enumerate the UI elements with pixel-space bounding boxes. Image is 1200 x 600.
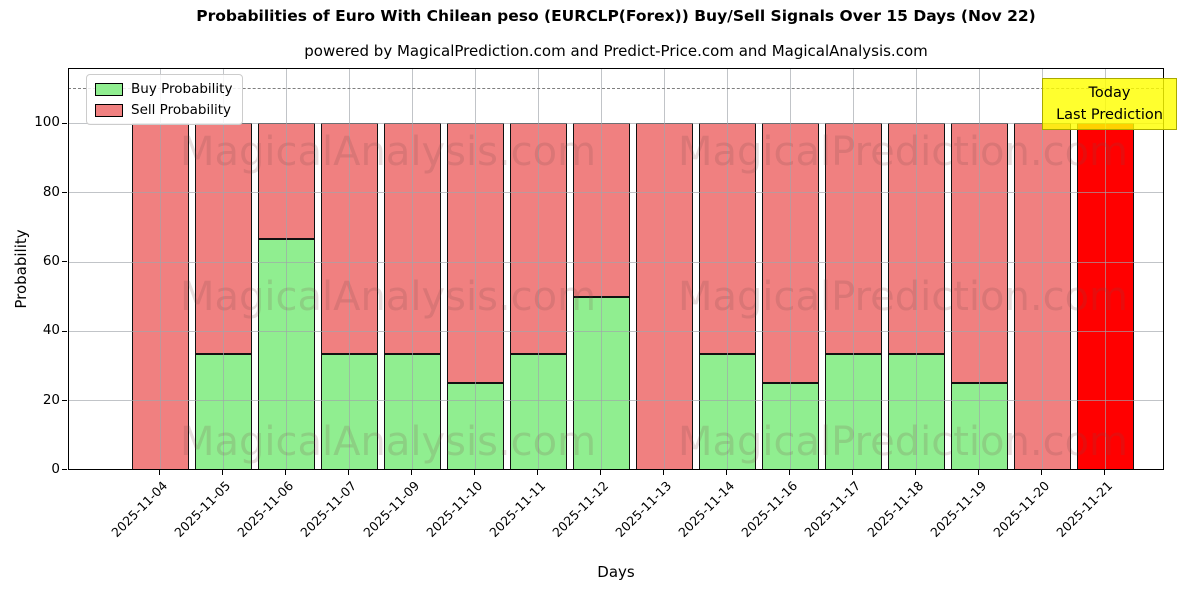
y-tick-label: 60 bbox=[42, 253, 60, 270]
x-tick-label: 2025-11-20 bbox=[990, 478, 1053, 540]
grid-line-vertical bbox=[159, 68, 161, 470]
x-axis-tick bbox=[978, 470, 980, 475]
x-tick-label: 2025-11-18 bbox=[864, 478, 927, 540]
x-tick-label: 2025-11-09 bbox=[360, 478, 423, 540]
x-tick-label: 2025-11-14 bbox=[675, 478, 738, 540]
x-tick-label: 2025-11-10 bbox=[423, 478, 486, 540]
y-tick-label: 0 bbox=[51, 461, 60, 477]
x-axis-tick bbox=[789, 470, 791, 475]
grid-line-vertical bbox=[915, 68, 917, 470]
grid-line-horizontal bbox=[68, 330, 1164, 332]
y-tick-label: 100 bbox=[34, 114, 60, 131]
x-axis-label: Days bbox=[597, 563, 635, 581]
y-axis-tick bbox=[62, 261, 67, 263]
x-tick-label: 2025-11-19 bbox=[927, 478, 990, 540]
grid-line-vertical bbox=[789, 68, 791, 470]
grid-line-vertical bbox=[600, 68, 602, 470]
legend-label-buy: Buy Probability bbox=[131, 81, 233, 97]
grid-line-horizontal bbox=[68, 122, 1164, 124]
legend-item-sell: Sell Probability bbox=[95, 102, 232, 118]
x-axis-tick bbox=[159, 470, 161, 475]
today-annotation: Today Last Prediction bbox=[1042, 78, 1177, 130]
grid-line-vertical bbox=[222, 68, 224, 470]
chart-subtitle: powered by MagicalPrediction.com and Pre… bbox=[304, 42, 928, 60]
legend-item-buy: Buy Probability bbox=[95, 81, 232, 97]
x-tick-label: 2025-11-06 bbox=[234, 478, 297, 540]
grid-line-vertical bbox=[411, 68, 413, 470]
x-tick-label: 2025-11-11 bbox=[486, 478, 549, 540]
grid-line-vertical bbox=[663, 68, 665, 470]
grid-line-vertical bbox=[978, 68, 980, 470]
x-axis-tick bbox=[663, 470, 665, 475]
legend: Buy Probability Sell Probability bbox=[86, 74, 244, 125]
x-tick-label: 2025-11-05 bbox=[171, 478, 234, 540]
chart-title: Probabilities of Euro With Chilean peso … bbox=[196, 7, 1036, 25]
x-tick-label: 2025-11-13 bbox=[612, 478, 675, 540]
y-axis-tick bbox=[62, 122, 67, 124]
plot-area: MagicalAnalysis.com MagicalPrediction.co… bbox=[68, 68, 1177, 470]
grid-line-vertical bbox=[1104, 68, 1106, 470]
x-axis-tick bbox=[915, 470, 917, 475]
grid-line-vertical bbox=[285, 68, 287, 470]
dashed-guideline bbox=[68, 88, 1164, 90]
buy-color-swatch bbox=[95, 82, 123, 96]
x-tick-label: 2025-11-07 bbox=[297, 478, 360, 540]
y-axis-tick bbox=[62, 330, 67, 332]
x-tick-label: 2025-11-16 bbox=[738, 478, 801, 540]
grid-line-vertical bbox=[348, 68, 350, 470]
grid-line-horizontal bbox=[68, 261, 1164, 263]
y-axis-label: Probability bbox=[12, 229, 30, 309]
x-axis-tick bbox=[600, 470, 602, 475]
grid-line-vertical bbox=[852, 68, 854, 470]
y-tick-label: 20 bbox=[42, 391, 60, 408]
grid-line-horizontal bbox=[68, 400, 1164, 402]
x-tick-label: 2025-11-12 bbox=[549, 478, 612, 540]
x-tick-label: 2025-11-17 bbox=[801, 478, 864, 540]
grid-line-horizontal bbox=[68, 192, 1164, 194]
x-axis-tick bbox=[852, 470, 854, 475]
grid-line-vertical bbox=[537, 68, 539, 470]
x-axis-tick bbox=[285, 470, 287, 475]
y-tick-label: 80 bbox=[42, 183, 60, 200]
sell-color-swatch bbox=[95, 103, 123, 117]
x-tick-label: 2025-11-04 bbox=[108, 478, 171, 540]
grid-line-vertical bbox=[1041, 68, 1043, 470]
x-axis-tick bbox=[726, 470, 728, 475]
legend-label-sell: Sell Probability bbox=[131, 102, 232, 118]
x-axis-tick bbox=[474, 470, 476, 475]
grid-line-vertical bbox=[726, 68, 728, 470]
x-axis-tick bbox=[537, 470, 539, 475]
x-axis-tick bbox=[1104, 470, 1106, 475]
y-tick-label: 40 bbox=[42, 322, 60, 339]
y-axis-tick bbox=[62, 399, 67, 401]
x-tick-label: 2025-11-21 bbox=[1053, 478, 1116, 540]
y-axis-tick bbox=[62, 192, 67, 194]
today-annotation-line2: Last Prediction bbox=[1056, 107, 1163, 123]
grid-line-vertical bbox=[474, 68, 476, 470]
y-axis-tick bbox=[62, 469, 67, 471]
x-axis-tick bbox=[348, 470, 350, 475]
today-annotation-line1: Today bbox=[1088, 84, 1131, 101]
x-axis-tick bbox=[411, 470, 413, 475]
x-axis-tick bbox=[1041, 470, 1043, 475]
x-axis-tick bbox=[222, 470, 224, 475]
